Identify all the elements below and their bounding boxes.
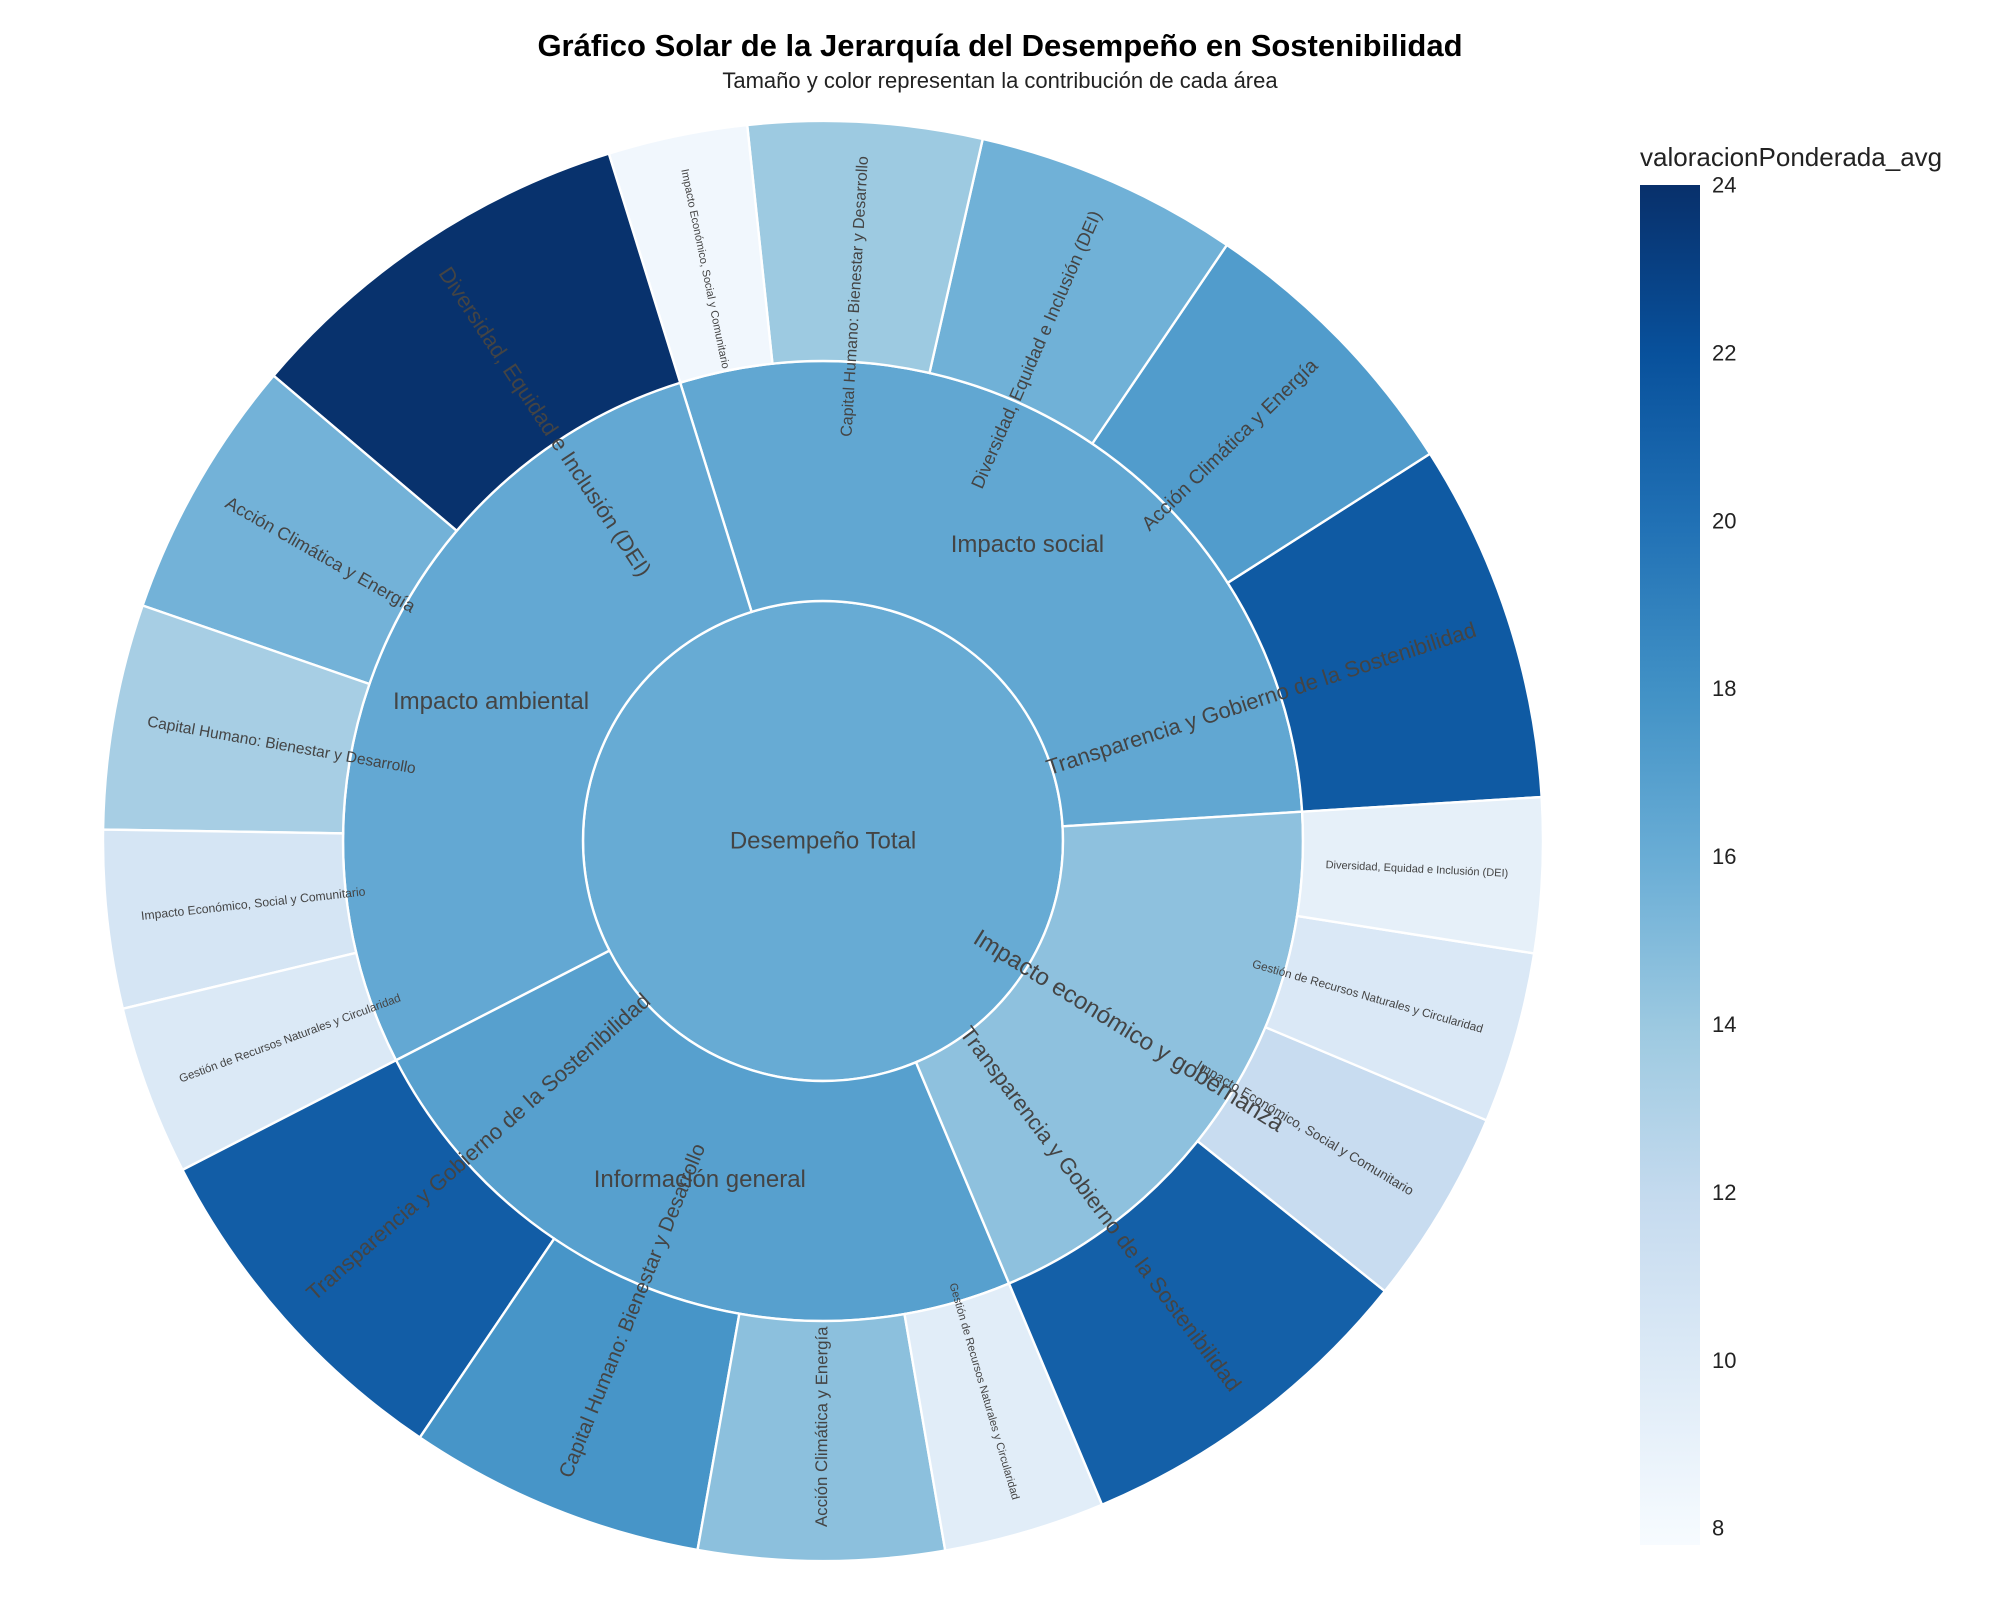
segment-impacto-economico-y-gobernanza-diversidad-equidad-e-inclusion-dei[interactable] bbox=[1295, 795, 1545, 955]
label-impacto-social: Impacto social bbox=[951, 531, 1104, 558]
colorbar-tick-10: 10 bbox=[1712, 1348, 1736, 1373]
colorbar: 24 22 20 18 16 14 12 10 8 bbox=[1640, 173, 1736, 1545]
chart-subtitle: Tamaño y color representan la contribuci… bbox=[722, 68, 1278, 93]
colorbar-tick-24: 24 bbox=[1712, 173, 1736, 198]
label-informacion-general: Información general bbox=[594, 1166, 806, 1193]
label-impacto-ambiental: Impacto ambiental bbox=[393, 688, 589, 715]
colorbar-tick-16: 16 bbox=[1712, 844, 1736, 869]
colorbar-tick-14: 14 bbox=[1712, 1012, 1736, 1037]
sunburst-rings bbox=[101, 119, 1545, 1563]
colorbar-title: valoracionPonderada_avg bbox=[1640, 142, 1943, 172]
colorbar-tick-8: 8 bbox=[1712, 1516, 1724, 1541]
colorbar-tick-20: 20 bbox=[1712, 508, 1736, 533]
chart-title: Gráfico Solar de la Jerarquía del Desemp… bbox=[537, 28, 1463, 63]
label-informacion-general-accion-climatica-y-energia: Acción Climática y Energía bbox=[812, 1326, 831, 1527]
colorbar-gradient bbox=[1640, 185, 1700, 1545]
label-root: Desempeño Total bbox=[730, 828, 916, 855]
colorbar-tick-18: 18 bbox=[1712, 676, 1736, 701]
colorbar-tick-12: 12 bbox=[1712, 1180, 1736, 1205]
colorbar-tick-22: 22 bbox=[1712, 340, 1736, 365]
colorbar-ticks: 24 22 20 18 16 14 12 10 8 bbox=[1712, 173, 1736, 1541]
